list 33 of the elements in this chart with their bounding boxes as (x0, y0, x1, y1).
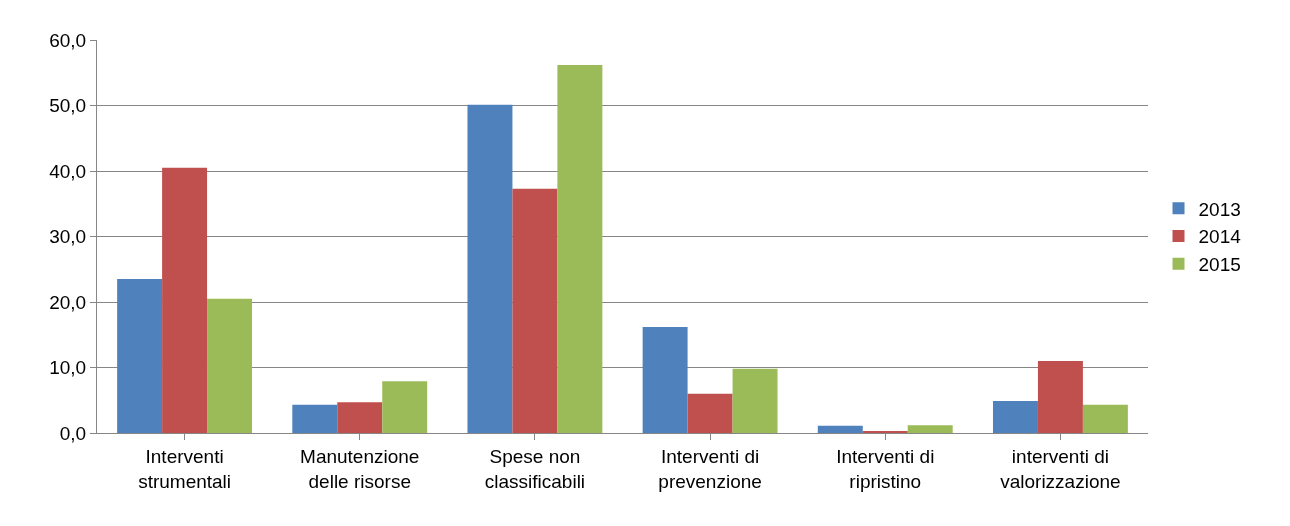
x-tick-label: Interventi di ripristino (836, 445, 935, 492)
x-tick-label: Spese non classificabili (484, 445, 586, 492)
bar (732, 368, 778, 433)
bar (642, 326, 688, 433)
legend-label: 2014 (1198, 226, 1242, 248)
x-tick-label: Interventi strumentali (138, 445, 232, 492)
y-tick-label: 40,0 (49, 160, 87, 182)
x-tick-label: Manutenzione delle risorse (300, 445, 420, 492)
y-tick-label: 60,0 (49, 29, 87, 51)
y-tick-label: 20,0 (49, 291, 87, 313)
bar (687, 393, 733, 433)
bar (992, 400, 1038, 433)
y-tick-label: 0,0 (59, 422, 87, 444)
bar (207, 298, 253, 433)
bar (382, 381, 428, 433)
x-tick-label: Interventi di prevenzione (658, 445, 762, 492)
bar (292, 404, 338, 433)
y-tick-label: 50,0 (49, 95, 87, 117)
bar (337, 402, 383, 433)
bar (162, 167, 208, 433)
bar (117, 279, 163, 433)
bar (1037, 360, 1083, 433)
bar (557, 64, 603, 433)
bar (512, 188, 558, 433)
legend-label: 2015 (1198, 254, 1241, 276)
bar (817, 425, 863, 433)
legend-label: 2013 (1198, 198, 1241, 220)
y-tick-label: 30,0 (49, 226, 87, 248)
x-tick-label: interventi di valorizzazione (1000, 445, 1121, 492)
bar (907, 425, 953, 433)
bar (467, 104, 513, 433)
bar (1082, 404, 1128, 433)
y-tick-label: 10,0 (49, 357, 87, 379)
